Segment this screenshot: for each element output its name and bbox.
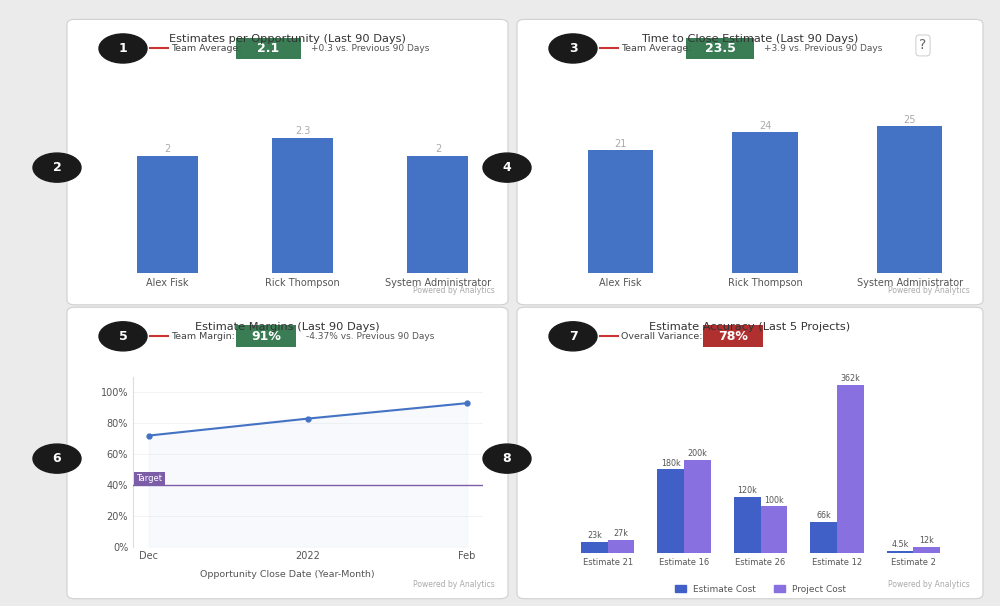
Text: Estimates per Opportunity (Last 90 Days): Estimates per Opportunity (Last 90 Days) bbox=[169, 35, 406, 44]
Text: 25: 25 bbox=[903, 115, 916, 125]
Text: 6: 6 bbox=[53, 452, 61, 465]
Bar bbox=[657, 470, 684, 553]
Text: 362k: 362k bbox=[840, 375, 860, 384]
Text: Powered by Analytics: Powered by Analytics bbox=[888, 580, 970, 589]
Bar bbox=[588, 150, 653, 273]
Text: 2.1: 2.1 bbox=[257, 42, 280, 55]
Text: Team Margin:: Team Margin: bbox=[171, 332, 235, 341]
Bar bbox=[837, 385, 864, 553]
Text: Estimate Accuracy (Last 5 Projects): Estimate Accuracy (Last 5 Projects) bbox=[649, 322, 851, 332]
Text: Powered by Analytics: Powered by Analytics bbox=[888, 286, 970, 295]
Bar bbox=[887, 551, 913, 553]
Bar bbox=[732, 132, 798, 273]
Text: 12k: 12k bbox=[919, 536, 934, 545]
Text: Team Average:: Team Average: bbox=[621, 44, 692, 53]
Text: Opportunity Close Date (Year-Month): Opportunity Close Date (Year-Month) bbox=[200, 570, 375, 579]
Text: 2: 2 bbox=[435, 144, 441, 154]
Bar bbox=[684, 460, 711, 553]
Text: 4.5k: 4.5k bbox=[891, 540, 909, 549]
Text: 23.5: 23.5 bbox=[705, 42, 735, 55]
Text: Powered by Analytics: Powered by Analytics bbox=[413, 286, 495, 295]
Text: 2: 2 bbox=[164, 144, 170, 154]
Text: 91%: 91% bbox=[251, 330, 281, 343]
Bar bbox=[608, 540, 634, 553]
Bar bbox=[810, 522, 837, 553]
Bar bbox=[913, 547, 940, 553]
Text: Team Average:: Team Average: bbox=[171, 44, 242, 53]
Text: 7: 7 bbox=[569, 330, 577, 343]
Text: Estimate Margins (Last 90 Days): Estimate Margins (Last 90 Days) bbox=[195, 322, 380, 332]
Bar bbox=[877, 126, 942, 273]
Text: Overall Variance:: Overall Variance: bbox=[621, 332, 703, 341]
Bar bbox=[734, 497, 761, 553]
Text: +3.9 vs. Previous 90 Days: +3.9 vs. Previous 90 Days bbox=[764, 44, 882, 53]
Text: 21: 21 bbox=[614, 139, 626, 148]
Bar bbox=[272, 138, 333, 273]
Text: +0.3 vs. Previous 90 Days: +0.3 vs. Previous 90 Days bbox=[311, 44, 429, 53]
Text: ?: ? bbox=[919, 38, 927, 53]
Text: 27k: 27k bbox=[614, 529, 629, 538]
Text: 200k: 200k bbox=[688, 450, 707, 458]
Text: Time to Close Estimate (Last 90 Days): Time to Close Estimate (Last 90 Days) bbox=[641, 35, 859, 44]
Text: Powered by Analytics: Powered by Analytics bbox=[413, 580, 495, 589]
Text: -4.37% vs. Previous 90 Days: -4.37% vs. Previous 90 Days bbox=[306, 332, 434, 341]
Text: 2: 2 bbox=[53, 161, 61, 174]
Text: 8: 8 bbox=[503, 452, 511, 465]
Bar bbox=[761, 507, 787, 553]
Bar bbox=[137, 156, 198, 273]
Bar bbox=[407, 156, 468, 273]
Legend: Estimate Cost, Project Cost: Estimate Cost, Project Cost bbox=[671, 581, 850, 598]
Text: 24: 24 bbox=[759, 121, 771, 131]
Text: 3: 3 bbox=[569, 42, 577, 55]
Text: 4: 4 bbox=[503, 161, 511, 174]
Text: 23k: 23k bbox=[587, 531, 602, 540]
Text: 180k: 180k bbox=[661, 459, 681, 468]
Text: 120k: 120k bbox=[737, 487, 757, 495]
Text: 66k: 66k bbox=[816, 511, 831, 521]
Text: 1: 1 bbox=[119, 42, 127, 55]
Text: 5: 5 bbox=[119, 330, 127, 343]
Text: 2.3: 2.3 bbox=[295, 126, 310, 136]
Bar bbox=[581, 542, 608, 553]
Text: 78%: 78% bbox=[718, 330, 748, 343]
Text: 100k: 100k bbox=[764, 496, 784, 505]
Text: Target: Target bbox=[136, 474, 162, 484]
